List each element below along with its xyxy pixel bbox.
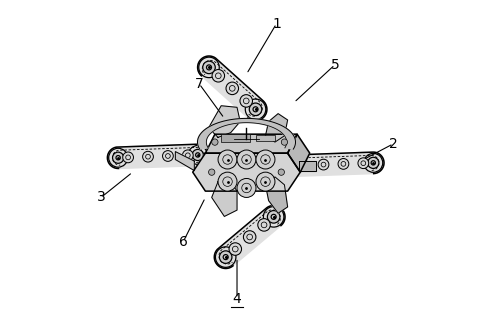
Circle shape	[267, 211, 280, 223]
Circle shape	[282, 139, 287, 145]
Polygon shape	[198, 118, 295, 149]
Polygon shape	[214, 205, 285, 269]
Text: 1: 1	[272, 17, 281, 31]
Circle shape	[256, 172, 275, 191]
Text: 3: 3	[97, 190, 106, 204]
Circle shape	[218, 150, 237, 169]
Circle shape	[244, 231, 256, 243]
Circle shape	[192, 149, 204, 160]
Polygon shape	[211, 177, 237, 216]
Text: 4: 4	[233, 292, 242, 306]
Polygon shape	[107, 144, 209, 168]
Circle shape	[298, 160, 309, 171]
Circle shape	[237, 150, 256, 169]
Polygon shape	[198, 56, 267, 121]
Circle shape	[112, 152, 124, 163]
Circle shape	[211, 139, 218, 145]
Polygon shape	[287, 134, 310, 172]
Circle shape	[212, 70, 225, 82]
Polygon shape	[176, 152, 194, 171]
Circle shape	[258, 219, 270, 231]
Polygon shape	[209, 106, 240, 137]
Circle shape	[218, 172, 237, 191]
Bar	[221, 134, 249, 142]
Polygon shape	[193, 153, 300, 191]
Text: 7: 7	[195, 77, 204, 91]
Circle shape	[142, 151, 153, 162]
Circle shape	[338, 159, 349, 169]
Circle shape	[203, 61, 215, 74]
Circle shape	[318, 159, 329, 170]
Polygon shape	[265, 114, 287, 142]
Circle shape	[278, 169, 284, 175]
Polygon shape	[265, 177, 287, 213]
Circle shape	[209, 169, 215, 175]
Text: 2: 2	[389, 137, 398, 151]
Polygon shape	[206, 134, 297, 153]
Circle shape	[256, 150, 275, 169]
Circle shape	[288, 160, 299, 171]
Circle shape	[240, 95, 252, 107]
Text: 5: 5	[331, 58, 339, 72]
Bar	[256, 135, 275, 141]
Circle shape	[249, 103, 262, 115]
Circle shape	[237, 178, 256, 197]
Circle shape	[123, 152, 134, 163]
Circle shape	[226, 82, 239, 95]
Circle shape	[163, 151, 173, 161]
Circle shape	[358, 158, 369, 168]
Polygon shape	[299, 161, 316, 171]
Circle shape	[368, 157, 379, 168]
Circle shape	[229, 243, 242, 255]
Circle shape	[182, 150, 193, 161]
Text: 6: 6	[179, 235, 188, 249]
Circle shape	[219, 251, 232, 263]
Polygon shape	[283, 152, 384, 176]
